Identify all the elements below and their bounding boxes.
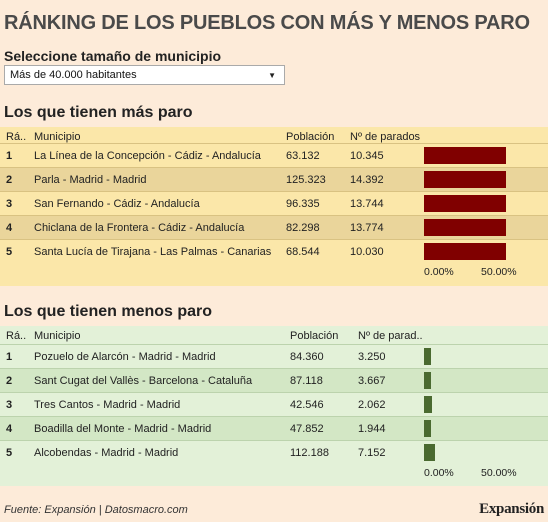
cell-parados: 14.392	[350, 174, 384, 186]
bar-ratio	[424, 420, 432, 437]
bar-ratio	[424, 396, 433, 413]
cell-rank: 1	[6, 351, 13, 363]
size-selector-label: Seleccione tamaño de municipio	[4, 48, 222, 64]
table-row[interactable]: 1 La Línea de la Concepción - Cádiz - And…	[0, 143, 548, 167]
cell-poblacion: 84.360	[290, 351, 324, 363]
cell-poblacion: 112.188	[290, 447, 329, 459]
cell-municipio: Sant Cugat del Vallès - Barcelona - Cata…	[34, 375, 253, 387]
section-title-mas-paro: Los que tienen más paro	[4, 104, 193, 121]
column-header-poblacion[interactable]: Población	[290, 330, 339, 342]
table-row[interactable]: 1 Pozuelo de Alarcón - Madrid - Madrid 84.…	[0, 344, 548, 368]
cell-parados: 1.944	[358, 423, 386, 435]
axis-tick-label: 50.00%	[481, 266, 517, 278]
cell-poblacion: 87.118	[290, 375, 323, 387]
cell-rank: 5	[6, 246, 13, 258]
page-title: RÁNKING DE LOS PUEBLOS CON MÁS Y MENOS P…	[4, 12, 530, 34]
cell-rank: 4	[6, 222, 13, 234]
section-title-menos-paro: Los que tienen menos paro	[4, 303, 213, 320]
cell-parados: 10.030	[350, 246, 384, 258]
source-footer: Fuente: Expansión | Datosmacro.com	[4, 504, 188, 516]
chevron-down-icon: ▼	[268, 71, 276, 80]
axis-tick-label: 0.00%	[424, 266, 454, 278]
bar-ratio	[424, 195, 506, 212]
cell-poblacion: 96.335	[286, 198, 320, 210]
cell-municipio: San Fernando - Cádiz - Andalucía	[34, 198, 200, 210]
table-row[interactable]: 5 Santa Lucía de Tirajana - Las Palmas - …	[0, 239, 548, 263]
table-row[interactable]: 3 San Fernando - Cádiz - Andalucía 96.335 1…	[0, 191, 548, 215]
table-row[interactable]: 4 Boadilla del Monte - Madrid - Madrid 47.…	[0, 416, 548, 440]
table-row[interactable]: 4 Chiclana de la Frontera - Cádiz - Andal…	[0, 215, 548, 239]
cell-poblacion: 47.852	[290, 423, 324, 435]
column-header-rank[interactable]: Rá..	[6, 131, 27, 143]
cell-parados: 13.744	[350, 198, 384, 210]
column-header-parados[interactable]: Nº de parados	[350, 131, 421, 143]
bar-ratio	[424, 372, 432, 389]
cell-poblacion: 125.323	[286, 174, 326, 186]
bar-ratio	[424, 348, 431, 365]
table-mas-paro: Rá.. Municipio Población Nº de parados 1 La L…	[0, 127, 548, 286]
cell-poblacion: 63.132	[286, 150, 320, 162]
cell-parados: 13.774	[350, 222, 384, 234]
cell-rank: 5	[6, 447, 13, 459]
table-menos-paro: Rá.. Municipio Población Nº de parad.. 1 Pozu…	[0, 326, 548, 486]
bar-ratio	[424, 444, 436, 461]
cell-municipio: Chiclana de la Frontera - Cádiz - Andalu…	[34, 222, 245, 234]
cell-poblacion: 42.546	[290, 399, 324, 411]
cell-rank: 3	[6, 399, 13, 411]
cell-parados: 7.152	[358, 447, 386, 459]
axis-tick-label: 0.00%	[424, 467, 454, 479]
cell-rank: 2	[6, 375, 13, 387]
cell-municipio: Tres Cantos - Madrid - Madrid	[34, 399, 181, 411]
cell-rank: 2	[6, 174, 13, 186]
table-row[interactable]: 2 Sant Cugat del Vallès - Barcelona - Cat…	[0, 368, 548, 392]
cell-municipio: Pozuelo de Alarcón - Madrid - Madrid	[34, 351, 216, 363]
cell-parados: 10.345	[350, 150, 384, 162]
cell-municipio: La Línea de la Concepción - Cádiz - Anda…	[34, 150, 261, 162]
cell-municipio: Santa Lucía de Tirajana - Las Palmas - C…	[34, 246, 272, 258]
brand-logo: Expansión	[479, 501, 544, 517]
bar-ratio	[424, 171, 506, 188]
cell-rank: 1	[6, 150, 13, 162]
cell-poblacion: 82.298	[286, 222, 320, 234]
cell-rank: 4	[6, 423, 13, 435]
column-header-municipio[interactable]: Municipio	[34, 131, 81, 143]
bar-ratio	[424, 219, 506, 236]
cell-municipio: Alcobendas - Madrid - Madrid	[34, 447, 179, 459]
axis-tick-label: 50.00%	[481, 467, 517, 479]
table-row[interactable]: 5 Alcobendas - Madrid - Madrid 112.188 7.15…	[0, 440, 548, 464]
size-selector-value: Más de 40.000 habitantes	[10, 69, 137, 81]
column-header-municipio[interactable]: Municipio	[34, 330, 81, 342]
cell-parados: 3.250	[358, 351, 386, 363]
column-header-poblacion[interactable]: Población	[286, 131, 335, 143]
cell-municipio: Boadilla del Monte - Madrid - Madrid	[34, 423, 212, 435]
size-selector-dropdown[interactable]: Más de 40.000 habitantes ▼	[4, 65, 285, 85]
cell-municipio: Parla - Madrid - Madrid	[34, 174, 147, 186]
column-header-parados[interactable]: Nº de parad..	[358, 330, 423, 342]
bar-ratio	[424, 147, 506, 164]
column-header-rank[interactable]: Rá..	[6, 330, 27, 342]
bar-ratio	[424, 243, 506, 260]
table-row[interactable]: 2 Parla - Madrid - Madrid 125.323 14.392	[0, 167, 548, 191]
cell-poblacion: 68.544	[286, 246, 320, 258]
cell-rank: 3	[6, 198, 13, 210]
table-row[interactable]: 3 Tres Cantos - Madrid - Madrid 42.546 2.06…	[0, 392, 548, 416]
cell-parados: 3.667	[358, 375, 386, 387]
cell-parados: 2.062	[358, 399, 386, 411]
